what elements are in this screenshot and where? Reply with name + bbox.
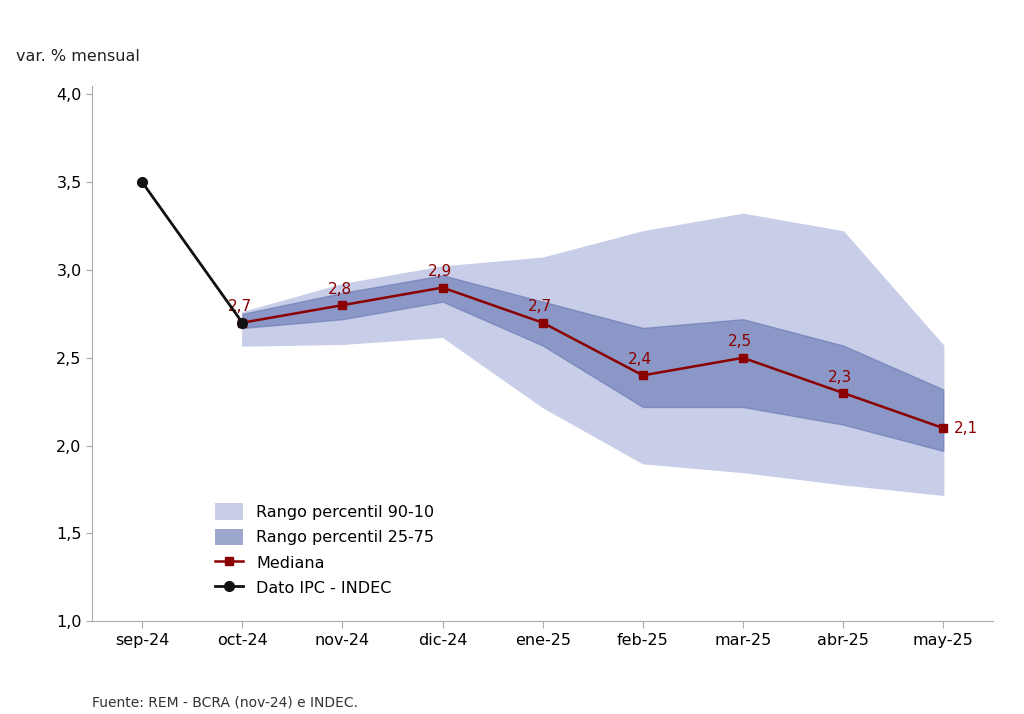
Text: 2,7: 2,7	[528, 299, 552, 314]
Text: 2,8: 2,8	[328, 282, 352, 297]
Text: 2,5: 2,5	[728, 334, 753, 349]
Legend: Rango percentil 90-10, Rango percentil 25-75, Mediana, Dato IPC - INDEC: Rango percentil 90-10, Rango percentil 2…	[208, 497, 440, 603]
Text: 2,4: 2,4	[628, 352, 652, 367]
Text: Fuente: REM - BCRA (nov-24) e INDEC.: Fuente: REM - BCRA (nov-24) e INDEC.	[92, 696, 358, 710]
Text: 2,3: 2,3	[828, 370, 852, 385]
Text: var. % mensual: var. % mensual	[15, 49, 139, 64]
Text: 2,7: 2,7	[227, 299, 252, 314]
Text: 2,1: 2,1	[954, 421, 979, 436]
Text: 2,9: 2,9	[428, 264, 452, 279]
